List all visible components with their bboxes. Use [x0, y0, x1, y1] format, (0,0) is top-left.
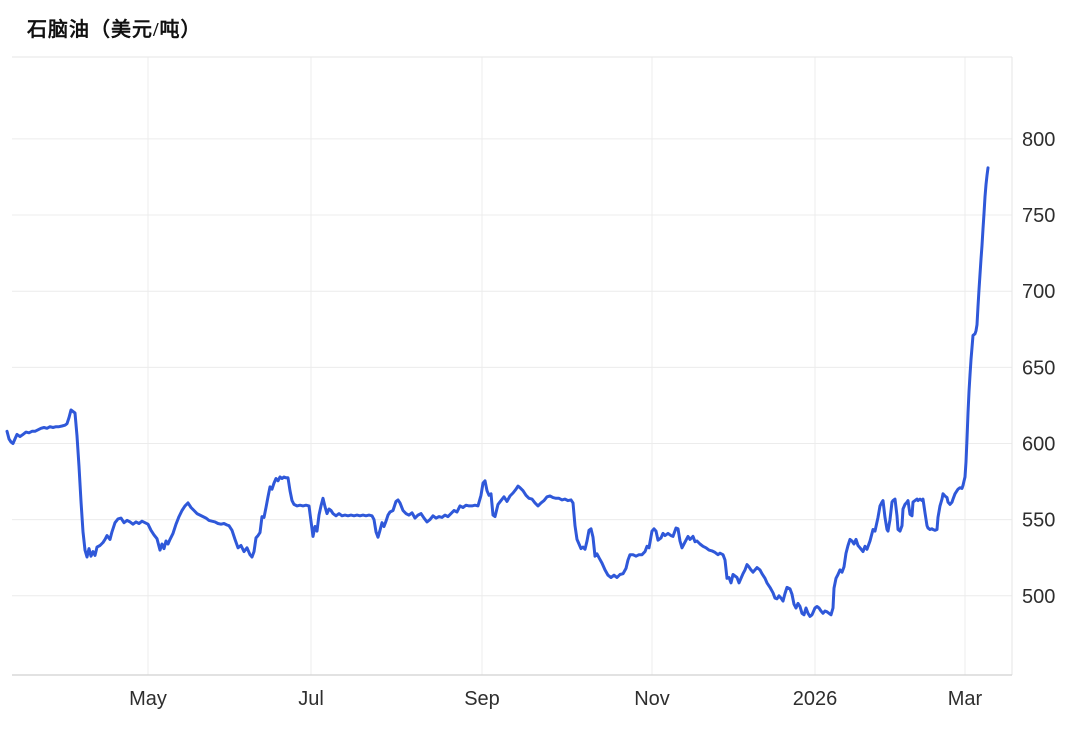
y-tick-label: 700: [1022, 281, 1055, 303]
x-tick-label: Jul: [298, 688, 324, 710]
y-tick-label: 500: [1022, 586, 1055, 608]
y-tick-label: 800: [1022, 129, 1055, 151]
gridlines: [12, 57, 1012, 675]
x-tick-label: Nov: [634, 688, 670, 710]
y-tick-label: 600: [1022, 434, 1055, 456]
x-tick-label: Mar: [948, 688, 983, 710]
y-tick-label: 750: [1022, 205, 1055, 227]
price-line: [5, 166, 990, 618]
axes: [12, 56, 1013, 676]
series-group: [5, 166, 990, 618]
y-tick-label: 550: [1022, 510, 1055, 532]
x-tick-label: Sep: [464, 688, 500, 710]
x-axis-labels: May Jul Sep Nov 2026 Mar: [129, 688, 982, 710]
y-tick-label: 650: [1022, 357, 1055, 379]
y-axis-labels: 500 550 600 650 700 750 800: [1022, 129, 1055, 608]
x-tick-label: 2026: [793, 688, 838, 710]
chart-title: 石脑油（美元/吨）: [27, 19, 202, 41]
x-tick-label: May: [129, 688, 167, 710]
